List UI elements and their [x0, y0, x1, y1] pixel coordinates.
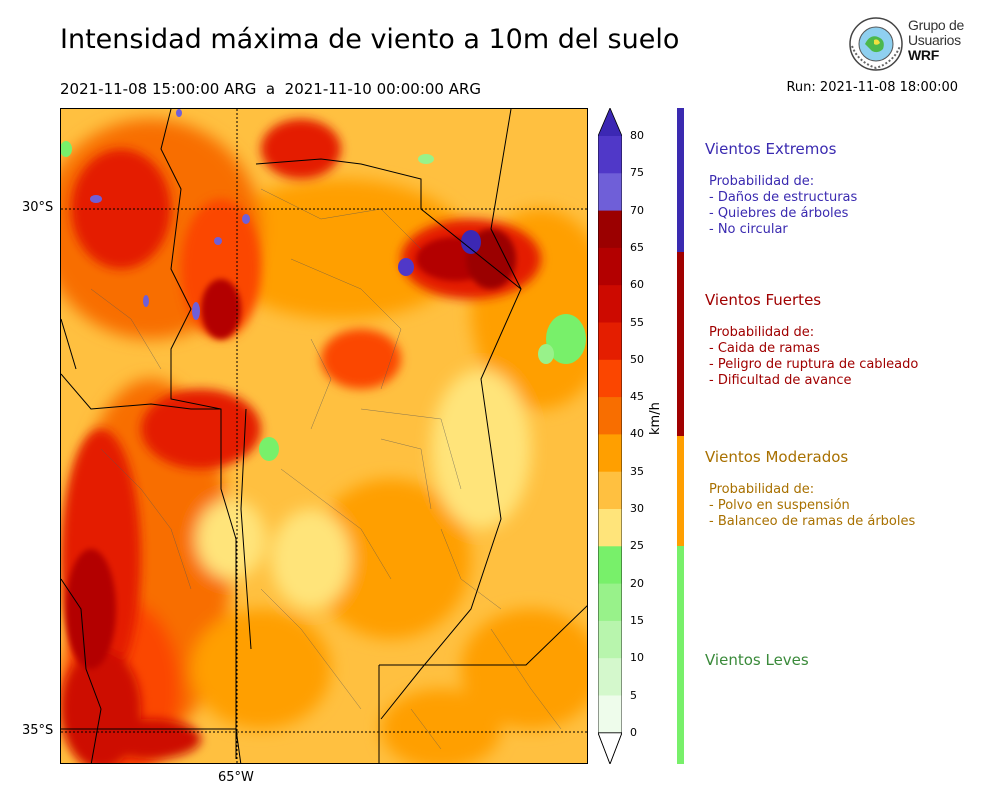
colorbar-tick-label: 70: [630, 203, 644, 217]
description-line: - Polvo en suspensión: [709, 498, 850, 513]
globe-icon: [849, 17, 903, 71]
colorbar-tick-label: 45: [630, 390, 644, 404]
map-title: Intensidad máxima de viento a 10m del su…: [60, 24, 680, 55]
wind-category-title: Vientos Leves: [705, 651, 809, 669]
colorbar-tick-label: 80: [630, 129, 644, 142]
wind-category-description: Probabilidad de: - Polvo en suspensión - B…: [705, 482, 985, 530]
colorbar-tick-label: 5: [630, 688, 637, 702]
wrf-logo: Grupo de Usuarios WRF: [848, 16, 968, 74]
colorbar-segment: [598, 397, 622, 435]
colorbar-segment: [598, 509, 622, 547]
wind-field: [61, 109, 587, 763]
colorbar: [598, 108, 622, 764]
colorbar-segment: [598, 359, 622, 398]
wind-category-description: Probabilidad de: - Caida de ramas - Peligr…: [705, 325, 985, 389]
colorbar-tick-label: 10: [630, 651, 644, 665]
colorbar-tick-label: 20: [630, 576, 644, 590]
colorbar-tick-label: 0: [630, 725, 637, 739]
colorbar-tick-label: 50: [630, 352, 644, 366]
colorbar-tick-label: 30: [630, 502, 644, 515]
description-line: - Peligro de ruptura de cableado: [709, 357, 919, 372]
colorbar-tick-label: 65: [630, 240, 644, 254]
wind-category: Vientos Leves: [705, 651, 985, 669]
logo-text: Grupo de Usuarios WRF: [908, 18, 964, 63]
colorbar-segment: [598, 546, 622, 585]
colorbar-segment: [598, 620, 622, 659]
description-line: - Dificultad de avance: [709, 373, 852, 388]
logo-line-1: Grupo de: [908, 17, 964, 33]
description-line: - Balanceo de ramas de árboles: [709, 514, 916, 529]
forecast-period: 2021-11-08 15:00:00 ARG a 2021-11-10 00:…: [60, 80, 482, 98]
colorbar-tick-label: 15: [630, 613, 644, 627]
lat-label-30s: 30°S: [22, 200, 54, 215]
logo-line-2: Usuarios: [908, 32, 961, 48]
colorbar-tick-label: 35: [630, 464, 644, 478]
wind-category-description: Probabilidad de: - Daños de estructuras - …: [705, 174, 985, 238]
wind-category-title: Vientos Moderados: [705, 448, 849, 466]
colorbar-segment: [598, 247, 622, 286]
colorbar-tick-label: 75: [630, 166, 644, 180]
colorbar-segment: [598, 658, 622, 696]
wind-map: [60, 108, 588, 764]
wind-category: Vientos Moderados Probabilidad de: - Polvo…: [705, 448, 985, 530]
colorbar-tick-label: 55: [630, 315, 644, 329]
colorbar-segment: [598, 210, 622, 249]
lon-label-65w: 65°W: [218, 770, 254, 785]
lat-label-35s: 35°S: [22, 723, 54, 738]
description-line: Probabilidad de:: [709, 482, 815, 497]
model-run: Run: 2021-11-08 18:00:00: [786, 80, 958, 95]
description-line: - Caida de ramas: [709, 341, 820, 356]
colorbar-segment: [598, 173, 622, 212]
wind-category-title: Vientos Fuertes: [705, 291, 822, 309]
colorbar-tick-label: 60: [630, 278, 644, 292]
category-bar: [677, 108, 684, 252]
colorbar-segment: [598, 695, 622, 734]
colorbar-extend-bottom: [598, 732, 622, 764]
wind-category: Vientos Extremos Probabilidad de: - Daños …: [705, 140, 985, 238]
colorbar-extend-top: [598, 108, 622, 136]
description-line: - No circular: [709, 222, 788, 237]
logo-line-3: WRF: [908, 47, 939, 63]
wind-category: Vientos Fuertes Probabilidad de: - Caida d…: [705, 291, 985, 389]
description-line: - Daños de estructuras: [709, 190, 858, 205]
colorbar-segment: [598, 434, 622, 473]
category-bar: [677, 436, 684, 546]
colorbar-tick-label: 25: [630, 539, 644, 553]
colorbar-segment: [598, 136, 622, 174]
wind-category-title: Vientos Extremos: [705, 140, 837, 158]
description-line: - Quiebres de árboles: [709, 206, 849, 221]
category-bar: [677, 546, 684, 764]
colorbar-segment: [598, 285, 622, 323]
colorbar-segment: [598, 322, 622, 361]
colorbar-unit: km/h: [648, 402, 663, 435]
colorbar-segment: [598, 471, 622, 510]
colorbar-tick-label: 40: [630, 427, 644, 441]
description-line: Probabilidad de:: [709, 325, 815, 340]
colorbar-segment: [598, 583, 622, 622]
category-bar: [677, 252, 684, 436]
description-line: Probabilidad de:: [709, 174, 815, 189]
